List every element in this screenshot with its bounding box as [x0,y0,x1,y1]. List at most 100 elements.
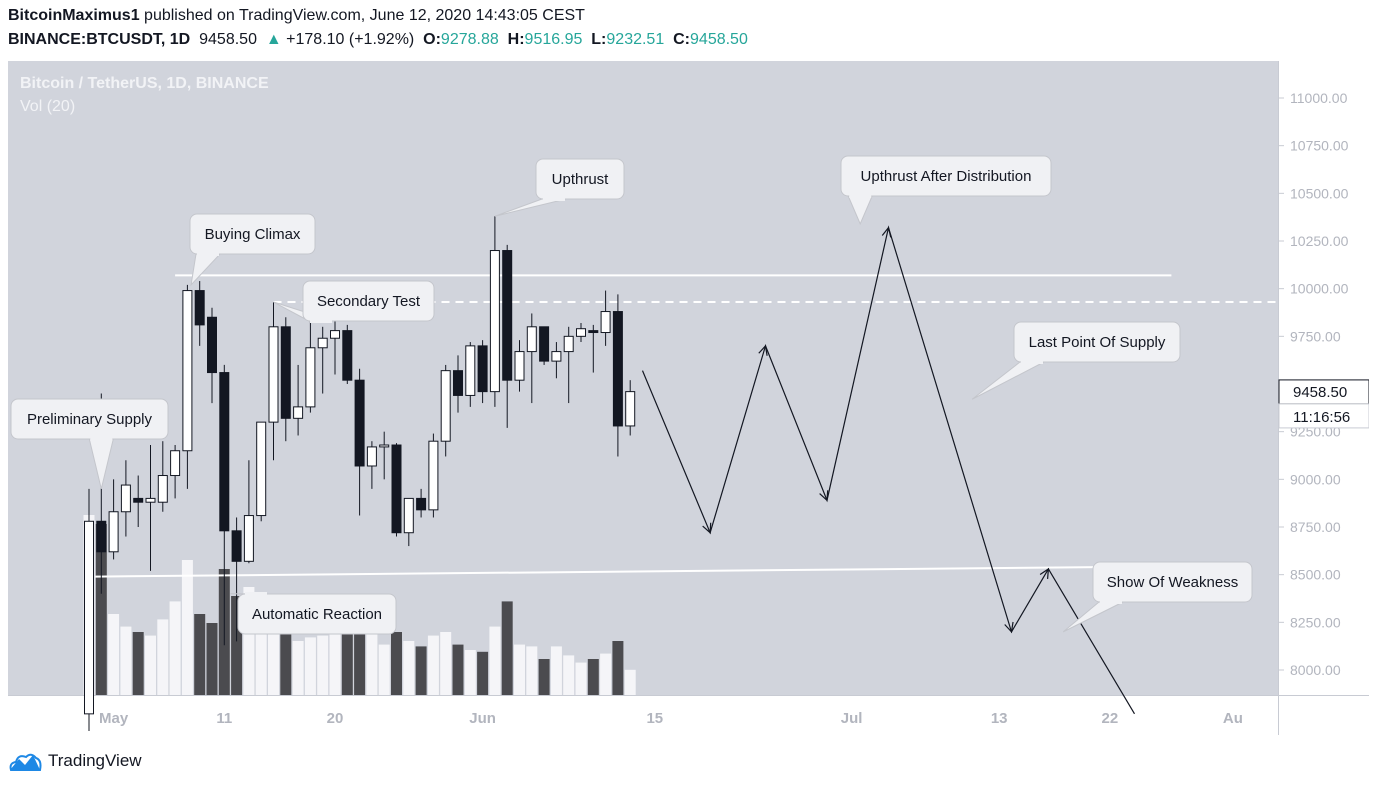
candle-body[interactable] [293,406,304,419]
annotation-callout[interactable]: Show Of Weakness [1062,561,1253,633]
annotation-callout[interactable]: Buying Climax [189,213,316,287]
candlestick-chart[interactable]: Bitcoin / TetherUS, 1D, BINANCE Vol (20)… [8,61,1370,735]
annotation-callout[interactable]: Last Point Of Supply [971,321,1181,400]
callout-box [1092,561,1253,603]
plot-background [8,61,1278,695]
candle-body[interactable] [612,311,623,427]
candle-body[interactable] [526,326,537,353]
candle-body[interactable] [428,440,439,511]
volume-bar [231,596,243,695]
author-name[interactable]: BitcoinMaximus1 [8,7,140,24]
candle-body[interactable] [453,370,463,396]
candle-body[interactable] [243,515,254,562]
low-value: 9232.51 [606,31,665,48]
candle-body[interactable] [133,497,144,503]
candle-body[interactable] [502,250,513,381]
volume-bar [427,635,439,695]
candle-body[interactable] [317,337,328,349]
volume-bar [489,626,501,695]
footer-brand[interactable]: TradingView [48,751,142,770]
candle-body[interactable] [268,326,279,423]
candle-body[interactable] [219,372,230,532]
candle-body[interactable] [416,497,427,511]
candle-body[interactable] [330,330,340,339]
volume-bar [304,637,316,695]
annotation-callout[interactable]: Preliminary Supply [10,398,169,489]
candle-body[interactable] [489,250,500,393]
tradingview-cloud-icon[interactable] [8,750,42,772]
high-value: 9516.95 [524,31,583,48]
candle-body[interactable] [84,520,94,715]
candle-body[interactable] [182,290,193,452]
time-tick-label: 13 [991,710,1008,727]
candle-body[interactable] [280,326,291,419]
candle-body[interactable] [539,326,550,362]
candle-body[interactable] [120,484,131,513]
candle-body[interactable] [600,311,611,334]
annotation-callout[interactable]: Upthrust [494,158,625,217]
callout-joint [543,197,565,201]
candle-body[interactable] [588,330,599,334]
volume-bar [452,644,464,695]
callout-box [10,398,169,440]
callout-joint [245,592,267,596]
annotation-callout[interactable]: Secondary Test [273,280,435,323]
volume-bar [268,605,279,695]
candle-body[interactable] [96,520,107,553]
close-value: 9458.50 [690,31,748,48]
candle-body[interactable] [231,530,242,562]
chart-area[interactable]: Bitcoin / TetherUS, 1D, BINANCE Vol (20)… [8,61,1370,735]
low-label: L: [591,31,607,48]
callout-joint [90,437,113,441]
candle-body[interactable] [157,475,168,503]
volume-bar [157,619,169,695]
volume-bar [403,641,415,695]
candle-body[interactable] [366,446,377,467]
countdown-tag [1278,403,1370,429]
volume-bar [550,646,562,695]
projection-arrowhead [819,490,829,502]
candle-body[interactable] [625,391,636,427]
candle-body[interactable] [194,290,205,326]
annotation-callout[interactable]: Upthrust After Distribution [840,155,1052,226]
candle-body[interactable] [379,444,390,448]
candle-body[interactable] [145,497,156,503]
price-tick-label: 8000.00 [1290,662,1341,678]
volume-bar [587,659,599,695]
candle-body[interactable] [440,370,451,442]
price-change: +178.10 (+1.92%) [286,31,415,48]
countdown-label: 11:16:56 [1293,409,1350,426]
candle-body[interactable] [563,335,574,353]
volume-bar [354,614,366,695]
candle-body[interactable] [342,330,353,381]
volume-bar [575,662,587,695]
candle-body[interactable] [391,444,402,534]
callout-box [237,593,397,635]
volume-bar [563,655,575,695]
candle-body[interactable] [514,351,525,381]
candle-body[interactable] [207,316,217,374]
candle-body[interactable] [354,379,365,467]
time-axis[interactable] [8,696,1369,735]
time-tick-label: Au [1223,710,1243,727]
annotation-callout[interactable]: Automatic Reaction [230,592,397,635]
callout-label: Preliminary Supply [27,411,153,428]
price-tick-label: 8750.00 [1290,519,1341,535]
candle-body[interactable] [477,345,488,393]
support-line[interactable] [95,566,1110,578]
candle-body[interactable] [256,421,267,517]
candle-body[interactable] [551,351,562,362]
price-axis[interactable] [1279,61,1369,695]
last-price-tag[interactable] [1278,379,1370,405]
volume-bar [145,635,156,695]
candle-body[interactable] [403,497,414,534]
candle-body[interactable] [305,347,316,408]
candle-body[interactable] [465,345,476,396]
volume-bar [108,614,120,695]
time-tick-label: May [99,710,129,727]
candle-body[interactable] [170,450,181,477]
candle-body[interactable] [108,511,119,553]
candle-body[interactable] [576,328,586,337]
projection-path[interactable] [641,225,1136,715]
chart-title: Bitcoin / TetherUS, 1D, BINANCE [20,75,269,92]
